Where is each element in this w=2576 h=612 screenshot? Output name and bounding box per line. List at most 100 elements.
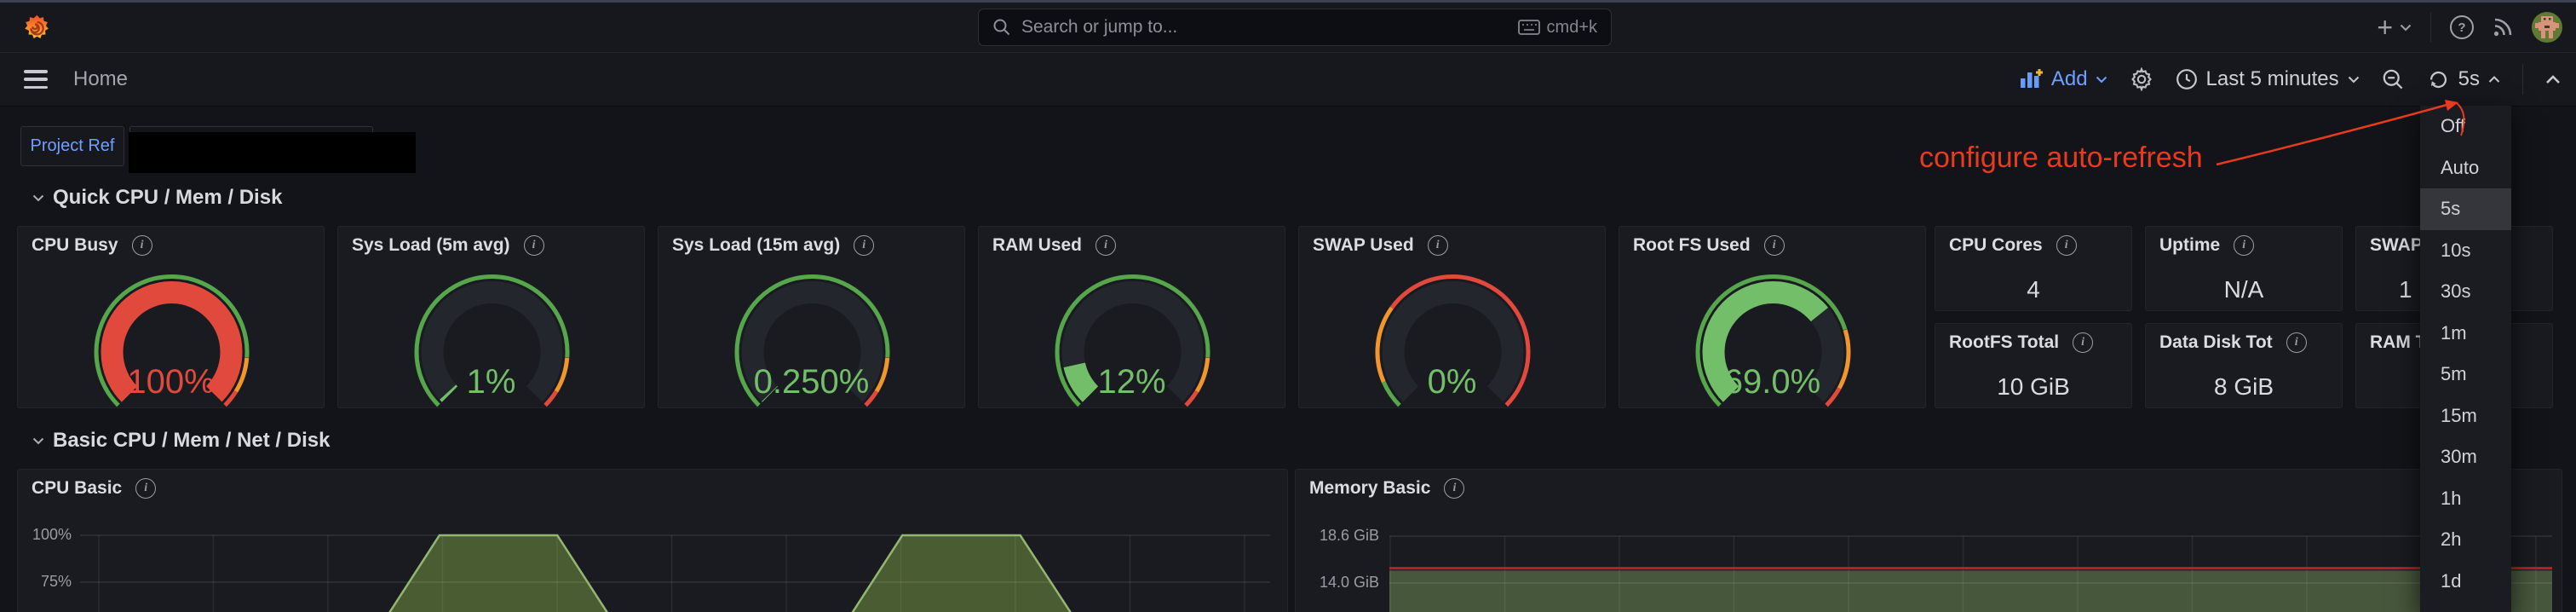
top-navbar: Search or jump to... cmd+k + ? (0, 3, 2576, 53)
section-basic-cpu-mem-net-disk[interactable]: Basic CPU / Mem / Net / Disk (32, 429, 330, 453)
refresh-option-2h[interactable]: 2h (2441, 528, 2462, 550)
info-icon[interactable]: i (1427, 235, 1448, 256)
info-icon[interactable]: i (1444, 478, 1465, 499)
panel-gauge-1[interactable]: Sys Load (5m avg) i 1% (337, 226, 645, 408)
add-button[interactable]: Add (2020, 67, 2107, 91)
help-icon[interactable]: ? (2450, 15, 2474, 39)
navbar-divider (2430, 13, 2431, 42)
keyboard-icon (1517, 20, 1540, 35)
panel-gauge-4[interactable]: SWAP Used i 0% (1298, 226, 1606, 408)
search-placeholder: Search or jump to... (1021, 17, 1178, 37)
info-icon[interactable]: i (1763, 235, 1785, 256)
dashboard-toolbar: Home Add Las (0, 53, 2576, 107)
y-axis-tick: 100% (32, 526, 72, 543)
clock-icon (2176, 69, 2197, 89)
toolbar-right-actions: Add Last 5 minutes (2020, 53, 2561, 106)
panel-cpu-basic[interactable]: CPU Basic i 100% 75% (17, 469, 1288, 612)
menu-toggle-icon[interactable] (24, 70, 48, 89)
refresh-option-auto[interactable]: Auto (2441, 156, 2480, 178)
panel-title: RAM Used (992, 235, 1083, 255)
gauge-arc (414, 274, 570, 407)
panel-gauge-3[interactable]: RAM Used i 12% (978, 226, 1285, 408)
panel-title: Sys Load (5m avg) (352, 235, 510, 255)
y-axis-tick: 18.6 GiB (1319, 527, 1379, 544)
refresh-icon[interactable] (2427, 68, 2450, 91)
refresh-interval-menu: Off Auto 5s 10s 30s 1m 5m 15m 30m 1h 2h … (2420, 106, 2511, 612)
refresh-option-5m[interactable]: 5m (2441, 363, 2467, 384)
search-shortcut-label: cmd+k (1546, 17, 1597, 37)
panel-title: SWAP (2370, 235, 2423, 255)
refresh-option-15m[interactable]: 15m (2441, 404, 2477, 426)
gauge-arc (1055, 274, 1210, 407)
chevron-up-icon (2488, 75, 2500, 83)
gauge-arc (1695, 274, 1851, 407)
panel-gauge-2[interactable]: Sys Load (15m avg) i 0.250% (658, 226, 965, 408)
info-icon[interactable]: i (131, 235, 152, 256)
breadcrumb[interactable]: Home (73, 67, 129, 90)
gauge-value: 1% (466, 363, 516, 401)
panel-stat-0[interactable]: CPU Cores i 4 (1935, 226, 2132, 311)
refresh-option-10s[interactable]: 10s (2441, 239, 2471, 261)
time-range-picker[interactable]: Last 5 minutes (2176, 67, 2360, 91)
chevron-down-icon (32, 437, 44, 444)
gauge-arc (1375, 274, 1531, 407)
panel-title: Sys Load (15m avg) (672, 235, 841, 255)
panel-title: SWAP Used (1313, 235, 1414, 255)
info-icon[interactable]: i (135, 478, 157, 499)
refresh-option-30m[interactable]: 30m (2441, 446, 2477, 467)
panel-title: RAM T (2370, 332, 2427, 352)
info-icon[interactable]: i (854, 235, 875, 256)
news-rss-icon[interactable] (2493, 17, 2513, 38)
panel-stat-4[interactable]: Data Disk Tot i 8 GiB (2145, 323, 2343, 408)
info-icon[interactable]: i (2286, 332, 2307, 353)
panel-title: Uptime (2159, 235, 2221, 255)
search-input[interactable]: Search or jump to... cmd+k (978, 9, 1612, 46)
cpu-basic-plot (80, 534, 1270, 612)
info-icon[interactable]: i (1095, 235, 1117, 256)
variable-label-project-ref[interactable]: Project Ref (20, 126, 124, 166)
panel-title: Data Disk Tot (2159, 332, 2273, 352)
panel-title: Memory Basic (1309, 478, 1431, 498)
search-icon (993, 19, 1010, 36)
gauge-arc (94, 274, 250, 407)
dashboard-settings-gear-icon[interactable] (2130, 67, 2153, 91)
chevron-down-icon (32, 194, 44, 201)
info-icon[interactable]: i (2056, 235, 2077, 256)
stat-value: N/A (2223, 276, 2264, 303)
refresh-option-5s[interactable]: 5s (2420, 188, 2511, 230)
info-icon[interactable]: i (523, 235, 544, 256)
user-avatar[interactable] (2532, 12, 2562, 43)
refresh-option-1m[interactable]: 1m (2441, 321, 2467, 344)
window-top-edge (0, 0, 2576, 3)
info-icon[interactable]: i (2073, 332, 2094, 353)
refresh-option-1d[interactable]: 1d (2441, 569, 2462, 592)
refresh-option-1h[interactable]: 1h (2441, 487, 2462, 509)
section-quick-cpu-mem-disk[interactable]: Quick CPU / Mem / Disk (32, 186, 282, 210)
zoom-out-time-icon[interactable] (2382, 68, 2405, 91)
refresh-option-30s[interactable]: 30s (2441, 280, 2471, 302)
panel-gauge-0[interactable]: CPU Busy i 100% (17, 226, 325, 408)
panel-title: CPU Basic (32, 478, 123, 498)
stat-value: 1 (2399, 276, 2412, 303)
memory-basic-plot (1389, 535, 2552, 612)
collapse-toolbar-icon[interactable] (2545, 74, 2561, 84)
panel-stat-3[interactable]: RootFS Total i 10 GiB (1935, 323, 2132, 408)
toolbar-divider (2522, 64, 2523, 95)
gauge-value: 69.0% (1723, 363, 1821, 401)
panel-title: Root FS Used (1633, 235, 1751, 255)
gauge-value: 12% (1097, 363, 1166, 401)
refresh-option-off[interactable]: Off (2441, 115, 2465, 136)
grafana-logo[interactable] (23, 14, 51, 43)
refresh-picker[interactable]: 5s (2427, 67, 2500, 91)
panel-title: CPU Busy (32, 235, 118, 255)
search-shortcut: cmd+k (1517, 17, 1597, 38)
refresh-interval-label: 5s (2458, 67, 2480, 90)
info-icon[interactable]: i (2234, 235, 2255, 256)
chevron-down-icon (2096, 76, 2107, 83)
panel-gauge-5[interactable]: Root FS Used i 69.0% (1619, 226, 1926, 408)
new-button[interactable]: + (2377, 14, 2412, 41)
y-axis-tick: 75% (40, 573, 72, 590)
panel-stat-1[interactable]: Uptime i N/A (2145, 226, 2343, 311)
panel-memory-basic[interactable]: Memory Basic i 18.6 GiB 14.0 GiB (1295, 469, 2562, 612)
